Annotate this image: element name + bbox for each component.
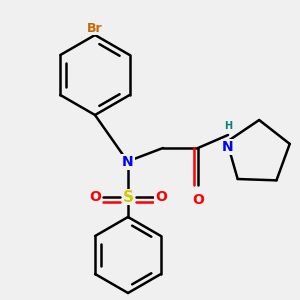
Text: O: O bbox=[89, 190, 101, 204]
Text: S: S bbox=[122, 190, 134, 205]
Text: O: O bbox=[192, 193, 204, 207]
Text: O: O bbox=[155, 190, 167, 204]
Text: N: N bbox=[222, 140, 234, 154]
Text: Br: Br bbox=[87, 22, 103, 34]
Text: H: H bbox=[224, 121, 232, 131]
Text: N: N bbox=[122, 155, 134, 169]
